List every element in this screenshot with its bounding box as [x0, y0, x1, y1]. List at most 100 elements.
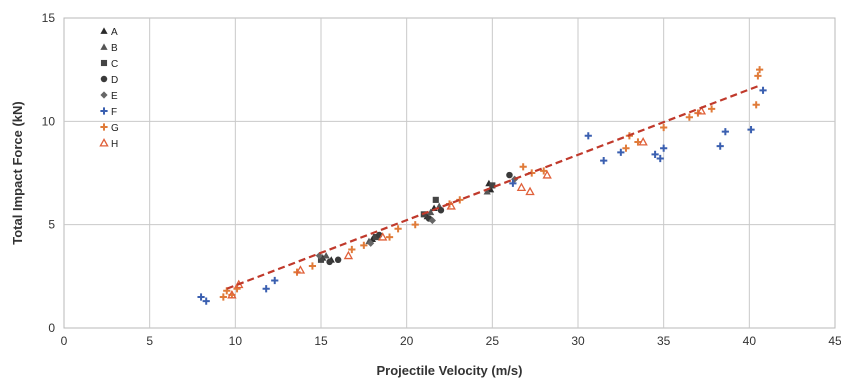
legend-marker [100, 75, 108, 83]
data-point [584, 132, 592, 140]
data-point [377, 232, 388, 241]
data-point [385, 233, 394, 241]
data-point [752, 101, 760, 109]
data-point [202, 297, 210, 305]
data-point [322, 252, 330, 259]
legend-marker [100, 59, 108, 67]
data-point [638, 137, 648, 146]
data-point [685, 113, 693, 121]
data-point [759, 86, 767, 94]
axes: 0 5 10 15 20 25 30 35 40 45 0 5 10 15 [42, 11, 841, 348]
legend-item-d: D [100, 75, 118, 86]
legend-item-c: C [100, 59, 118, 70]
data-point [437, 206, 445, 214]
data-point [506, 171, 513, 179]
legend-marker [100, 123, 108, 131]
data-point [219, 293, 227, 301]
data-point [519, 163, 527, 171]
data-point [317, 256, 325, 263]
x-tick-label: 20 [400, 334, 414, 348]
x-tick-label: 45 [828, 334, 841, 348]
data-point [747, 126, 755, 134]
data-point [708, 105, 716, 113]
data-point [516, 182, 527, 191]
legend-marker [99, 138, 109, 147]
legend-marker [100, 91, 108, 99]
trendline [226, 85, 759, 290]
legend-label: H [111, 139, 118, 150]
data-point [197, 293, 205, 301]
x-tick-label: 25 [486, 334, 500, 348]
data-point [348, 245, 356, 254]
trendline-group [226, 85, 759, 290]
data-point [262, 285, 270, 293]
data-point [617, 148, 625, 156]
x-tick-label: 30 [571, 334, 585, 348]
data-point [326, 258, 333, 266]
data-point [315, 252, 323, 260]
legend-label: D [111, 75, 118, 86]
y-tick-label: 10 [42, 114, 56, 128]
data-point [271, 276, 279, 285]
legend-marker [100, 27, 108, 34]
data-point [427, 208, 435, 216]
data-point [487, 185, 495, 193]
data-point [394, 225, 402, 233]
data-point [308, 262, 317, 270]
data-point [367, 239, 375, 247]
x-tick-label: 10 [229, 334, 243, 348]
legend-label: B [111, 43, 118, 54]
data-point [432, 196, 439, 203]
data-point [756, 66, 764, 74]
data-point [446, 201, 456, 210]
legend-label: F [111, 107, 117, 118]
legend-marker [100, 107, 108, 115]
data-point [696, 106, 707, 115]
legend-marker [100, 43, 108, 50]
data-point [660, 123, 668, 132]
data-point [721, 128, 729, 136]
y-axis-title: Total Impact Force (kN) [10, 101, 25, 245]
legend-item-a: A [100, 27, 118, 38]
data-point [656, 154, 664, 163]
y-tick-label: 0 [48, 321, 55, 335]
data-point [334, 256, 342, 264]
legend-item-e: E [100, 91, 118, 102]
series-f [197, 86, 767, 305]
data-point [360, 241, 368, 249]
x-tick-label: 40 [743, 334, 757, 348]
data-point [622, 144, 630, 152]
data-point [227, 289, 237, 299]
legend-label: E [111, 91, 118, 102]
legend-label: G [111, 123, 119, 134]
data-point [295, 265, 306, 274]
data-point [542, 170, 552, 179]
data-point [509, 179, 517, 187]
legend-item-g: G [100, 123, 119, 134]
data-point [540, 167, 548, 175]
x-tick-label: 35 [657, 334, 671, 348]
gridlines [63, 17, 836, 329]
data-point [233, 285, 241, 293]
data-point [660, 144, 668, 152]
legend-item-b: B [100, 43, 118, 54]
x-tick-label: 15 [314, 334, 328, 348]
data-point [716, 142, 724, 150]
x-tick-label: 5 [146, 334, 153, 348]
data-point [428, 216, 436, 225]
legend-label: A [111, 27, 118, 38]
data-point [600, 157, 608, 165]
x-axis-title: Projectile Velocity (m/s) [377, 363, 523, 378]
data-point [754, 72, 762, 80]
data-point [489, 182, 496, 189]
data-point [343, 250, 354, 260]
data-point [483, 188, 491, 195]
data-point [525, 186, 535, 196]
data-point [411, 221, 419, 229]
x-tick-label: 0 [61, 334, 68, 348]
legend-label: C [111, 59, 118, 70]
y-tick-label: 15 [42, 11, 56, 25]
